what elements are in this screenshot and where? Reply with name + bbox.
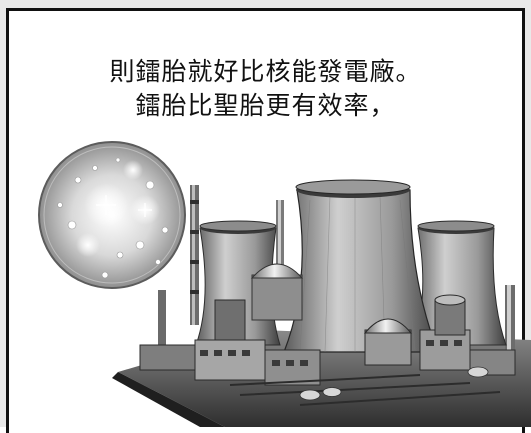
industrial-buildings bbox=[139, 294, 516, 406]
reactor-dome-front bbox=[363, 318, 413, 366]
smokestacks bbox=[158, 185, 515, 355]
caption-text: 則鐳胎就好比核能發電廠。 鐳胎比聖胎更有效率， bbox=[0, 55, 531, 123]
reactor-dome-left bbox=[250, 263, 304, 321]
caption-line-2: 鐳胎比聖胎更有效率， bbox=[135, 91, 396, 120]
cooling-tower-center bbox=[283, 179, 439, 353]
glowing-orb-icon bbox=[38, 141, 186, 289]
caption-line-1: 則鐳胎就好比核能發電廠。 bbox=[109, 57, 422, 86]
